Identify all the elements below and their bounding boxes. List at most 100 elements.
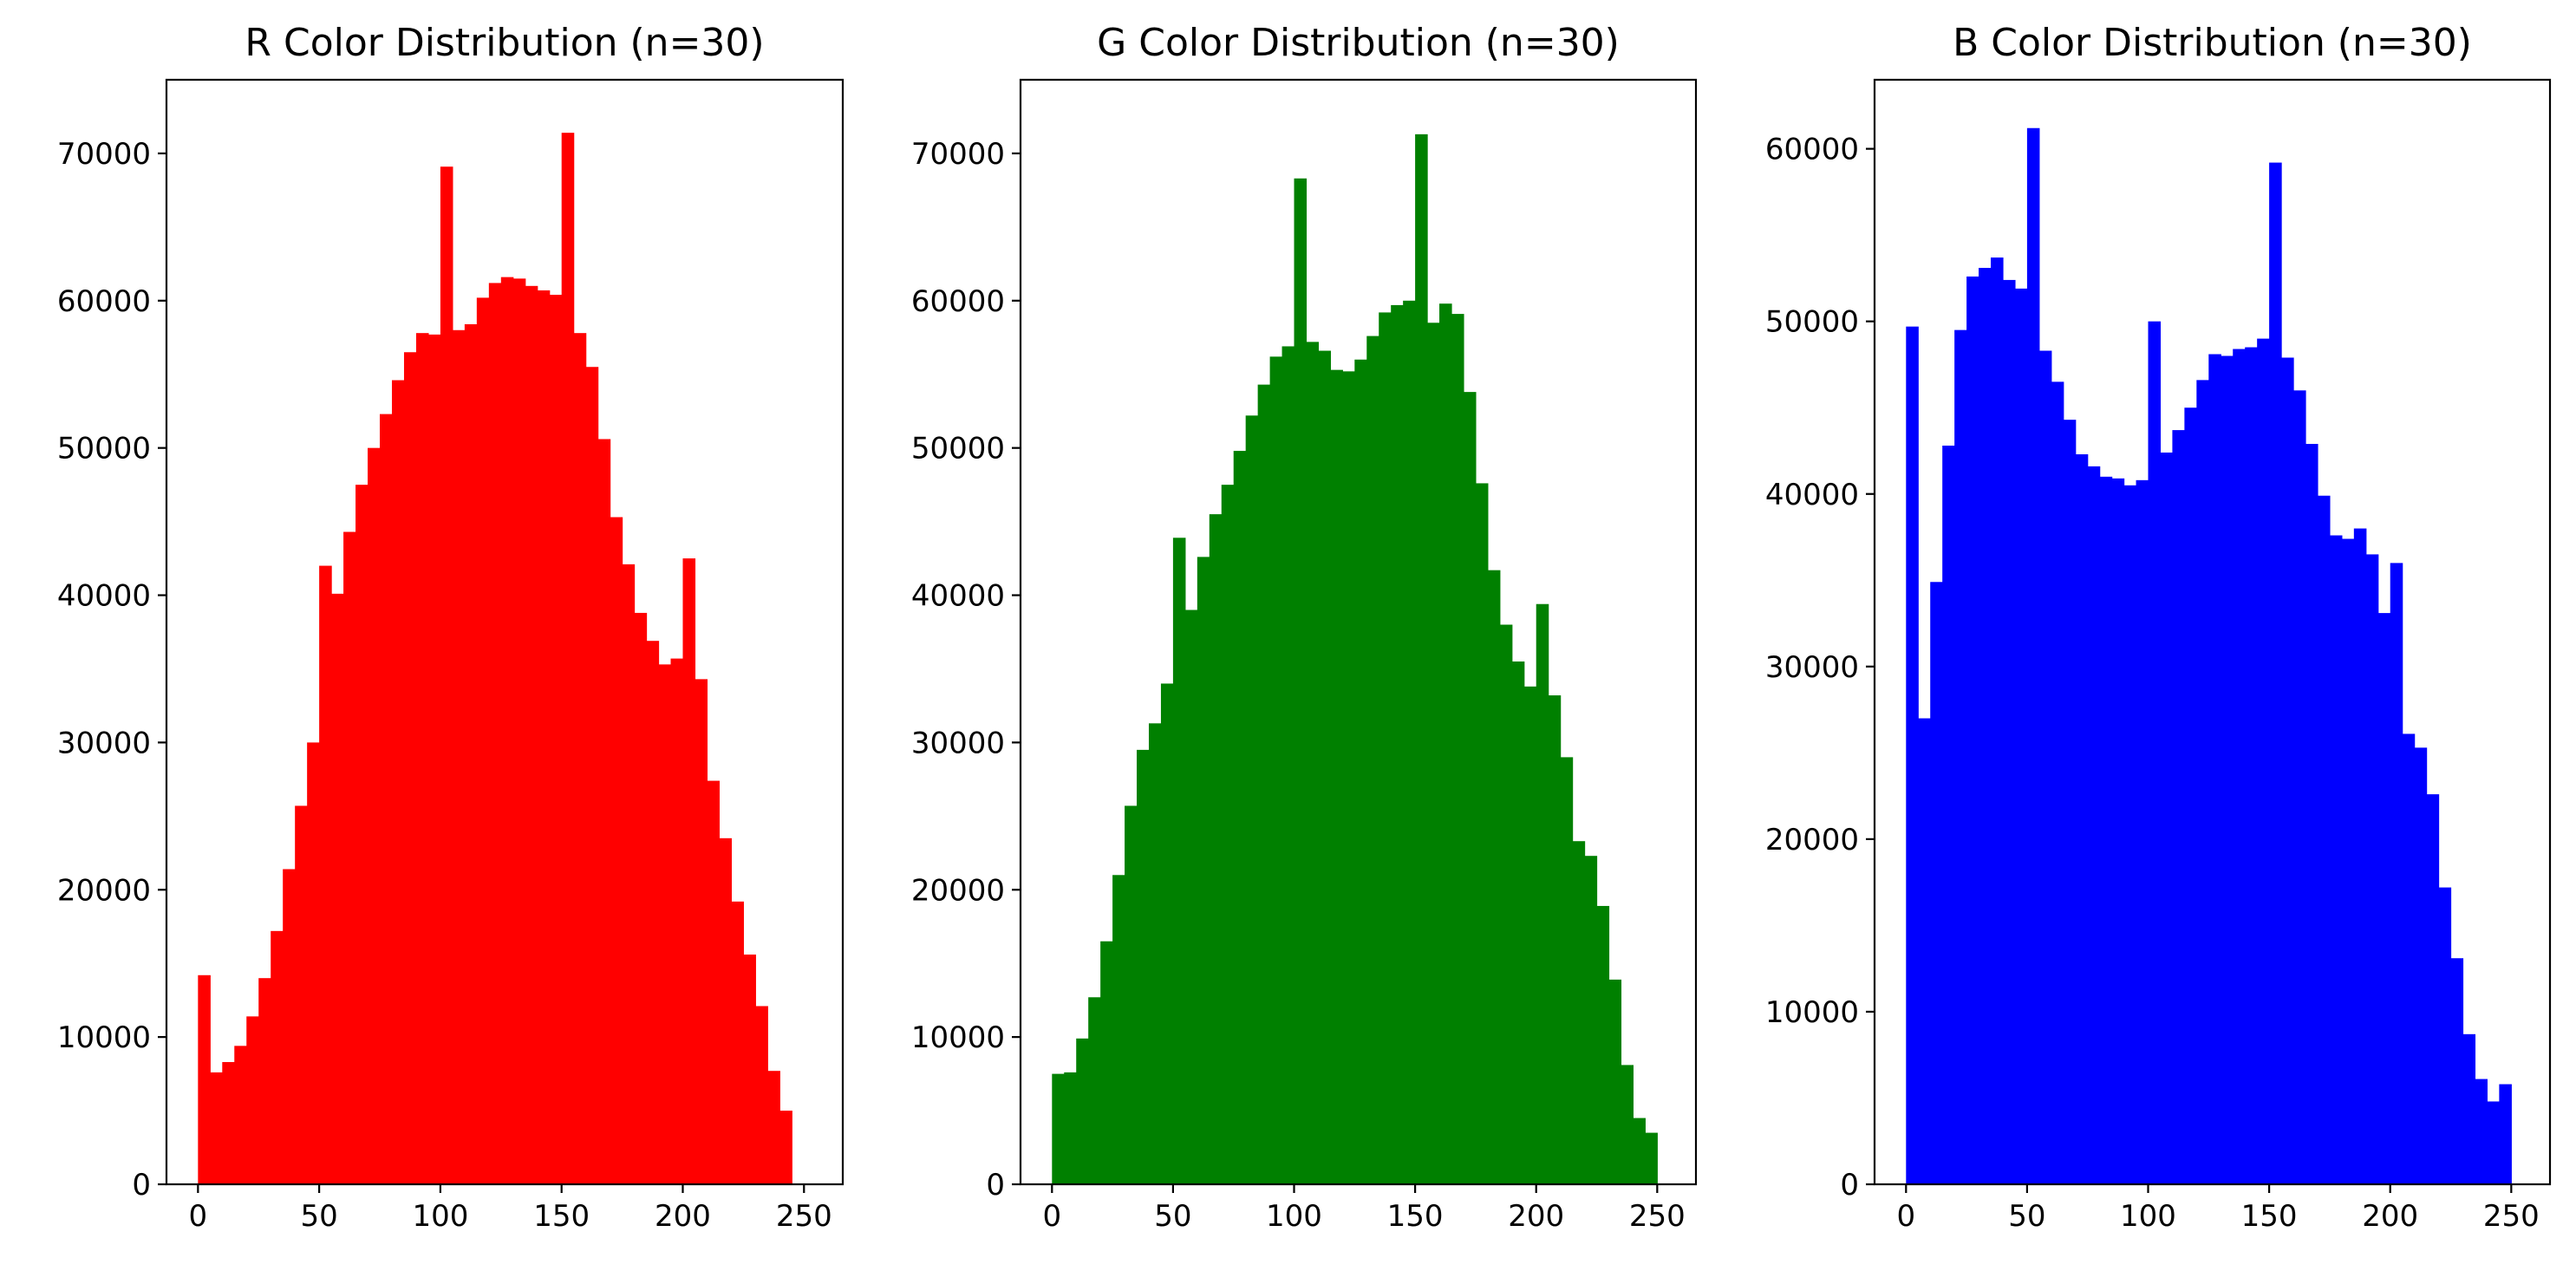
x-tick-label: 0 (1896, 1199, 1915, 1234)
histogram-bar (1511, 661, 1525, 1184)
histogram-bars (1906, 127, 2512, 1185)
histogram-bar (2051, 381, 2064, 1184)
y-tick-label: 50000 (911, 432, 1005, 466)
histogram-bar (1942, 446, 1955, 1184)
x-tick-label: 50 (2008, 1199, 2045, 1234)
histogram-bar (1172, 538, 1186, 1184)
histogram-bar (246, 1016, 259, 1184)
histogram-bar (1160, 683, 1174, 1184)
histogram-bar (1064, 1072, 1077, 1184)
histogram-bar (1245, 415, 1259, 1184)
histogram-bar (1052, 1073, 1065, 1184)
histogram-bar (2499, 1084, 2512, 1184)
histogram-bar (1499, 624, 1513, 1184)
histogram-bar (2293, 390, 2306, 1184)
histogram-bar (2136, 479, 2149, 1184)
histogram-bar (1112, 875, 1125, 1184)
histogram-bar (1366, 336, 1379, 1184)
y-tick-label: 60000 (57, 284, 151, 319)
axes: 0 50 100 150 200 250 0 10000 20000 30000 40000 5000… (57, 78, 845, 1234)
histogram-bar (2245, 347, 2258, 1184)
histogram-bar (2353, 528, 2367, 1184)
histogram-bar (452, 329, 466, 1184)
histogram-bar (331, 593, 344, 1184)
histogram-bar (1197, 557, 1210, 1184)
histogram-bar (295, 805, 308, 1184)
histogram-bar (1536, 603, 1549, 1184)
histogram-bar (719, 838, 732, 1184)
histogram-bar (258, 978, 271, 1184)
histogram-bar (2305, 444, 2318, 1184)
x-tick-label: 50 (1154, 1199, 1191, 1234)
histogram-bar (1233, 451, 1247, 1184)
histogram-bar (1379, 312, 1392, 1184)
histogram-bar (1451, 314, 1464, 1185)
chart-title: R Color Distribution (n=30) (245, 21, 764, 65)
histogram-bar (1966, 276, 1979, 1185)
histogram-bar (1281, 346, 1295, 1185)
histogram-bar (440, 166, 453, 1185)
histogram-bar (1354, 359, 1367, 1184)
histogram-bar (2487, 1101, 2500, 1184)
histogram-bar (1209, 514, 1223, 1184)
histogram-bar (2462, 1033, 2476, 1184)
y-tick-label: 0 (1840, 1168, 1859, 1203)
histogram-bar (1633, 1118, 1646, 1184)
histogram-bar (525, 285, 538, 1184)
histogram-bar (1621, 1065, 1634, 1184)
histogram-bar (573, 333, 587, 1184)
histogram-bar (2475, 1079, 2488, 1184)
histogram-bar (1415, 134, 1428, 1185)
histogram-bar (1294, 178, 1308, 1184)
histogram-bar (1148, 723, 1162, 1184)
histogram-bar (731, 901, 744, 1184)
histogram-bar (597, 439, 611, 1185)
histogram-bar (368, 447, 381, 1184)
histogram-bar (2014, 288, 2028, 1184)
y-tick-label: 40000 (1765, 478, 1859, 512)
histogram-bar (2196, 380, 2209, 1184)
histogram-bar (622, 564, 636, 1184)
histogram-bar (779, 1111, 792, 1184)
histogram-bar (1257, 384, 1271, 1184)
histogram-bar (1523, 686, 1537, 1184)
x-tick-label: 50 (300, 1199, 337, 1234)
chart-g-color-distribution: G Color Distribution (n=30) 0 50 100 150 200… (911, 21, 1698, 1234)
histogram-bar (464, 323, 478, 1185)
histogram-bar (500, 277, 514, 1184)
histogram-bar (2063, 420, 2077, 1184)
y-tick-label: 10000 (57, 1020, 151, 1055)
histogram-bar (1137, 749, 1150, 1184)
y-tick-label: 10000 (1765, 995, 1859, 1030)
histogram-bar (1318, 350, 1331, 1184)
histogram-bar (646, 641, 660, 1184)
histogram-bar (1645, 1132, 1658, 1184)
histogram-bar (682, 558, 696, 1184)
histogram-bar (549, 295, 563, 1184)
histogram-bar (283, 869, 296, 1184)
chart-r-color-distribution: R Color Distribution (n=30) 0 50 100 150 200… (57, 21, 845, 1234)
histogram-bar (2221, 355, 2234, 1184)
histogram-bar (2111, 478, 2125, 1184)
x-tick-label: 100 (412, 1199, 468, 1234)
axes: 0 50 100 150 200 250 0 10000 20000 30000 40000 5000… (911, 78, 1698, 1234)
histogram-bar (2002, 279, 2016, 1184)
histogram-bar (2184, 407, 2197, 1185)
y-tick-label: 30000 (911, 726, 1005, 760)
histogram-bars (198, 133, 792, 1185)
histogram-bar (2390, 563, 2403, 1185)
chart-title: B Color Distribution (n=30) (1953, 21, 2472, 65)
histogram-bar (1906, 326, 1919, 1184)
histogram-bar (670, 658, 684, 1184)
histogram-bar (222, 1062, 235, 1184)
histogram-bar (1596, 905, 1610, 1184)
y-tick-label: 70000 (57, 137, 151, 172)
histogram-bar (2402, 733, 2416, 1184)
histogram-bar (403, 352, 417, 1184)
x-tick-label: 250 (2483, 1199, 2540, 1234)
histogram-bar (234, 1046, 247, 1184)
y-tick-label: 20000 (57, 873, 151, 908)
histogram-bar (1391, 304, 1404, 1184)
histogram-bar (743, 955, 756, 1184)
